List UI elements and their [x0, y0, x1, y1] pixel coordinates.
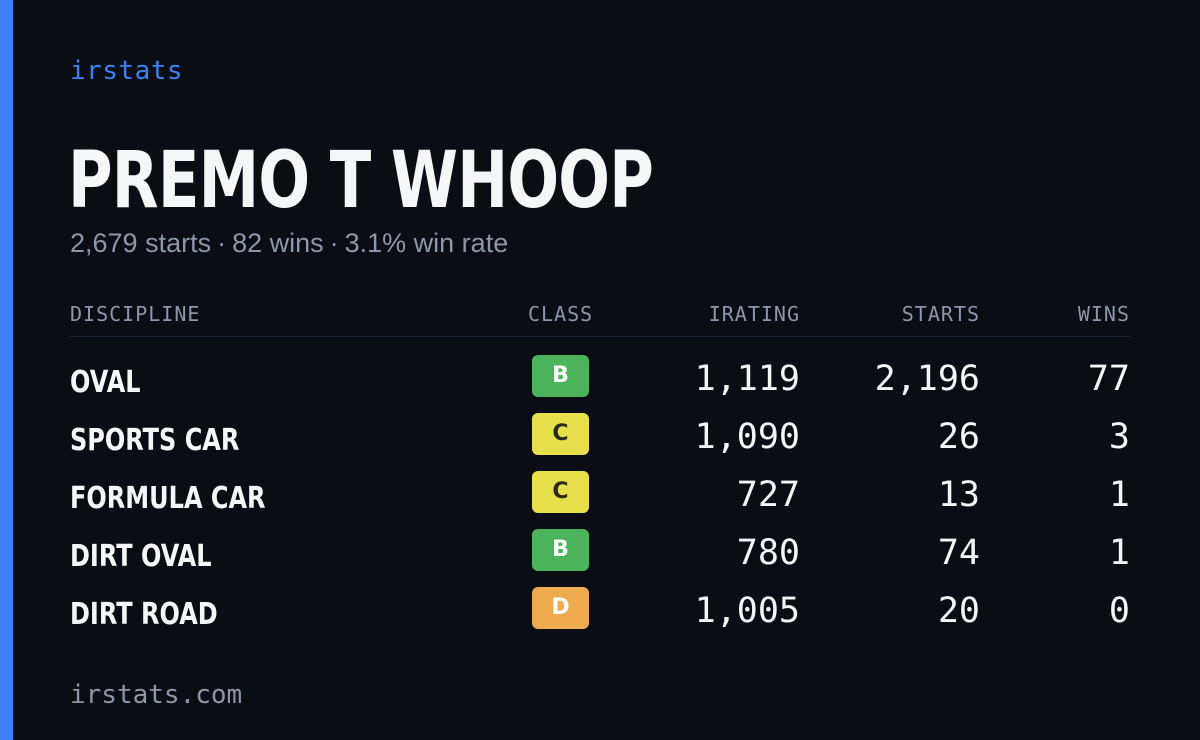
table-row: DIRT ROAD D 1,005 20 0: [70, 587, 1130, 645]
starts-value: 26: [937, 417, 980, 457]
accent-bar: [0, 0, 13, 740]
discipline-name: FORMULA CAR: [70, 481, 266, 516]
header-irating: IRATING: [708, 302, 800, 326]
starts-value: 2,196: [874, 359, 980, 399]
summary-separator: ·: [217, 228, 227, 258]
summary-separator: ·: [329, 228, 339, 258]
table-body: OVAL B 1,119 2,196 77 SPORTS CAR C 1,090…: [70, 337, 1130, 645]
class-badge: B: [532, 529, 589, 571]
summary-wins: 82 wins: [232, 228, 324, 258]
table-row: SPORTS CAR C 1,090 26 3: [70, 413, 1130, 471]
irating-value: 727: [736, 475, 800, 515]
summary-starts: 2,679 starts: [70, 228, 212, 258]
starts-value: 20: [937, 591, 980, 631]
header-discipline: DISCIPLINE: [70, 302, 201, 326]
discipline-name: DIRT OVAL: [70, 539, 212, 574]
header-class: CLASS: [528, 302, 594, 326]
starts-value: 13: [937, 475, 980, 515]
brand-logo-text: irstats: [70, 56, 184, 86]
class-badge: B: [532, 355, 589, 397]
table-header: DISCIPLINE CLASS IRATING STARTS WINS: [70, 296, 1130, 337]
driver-name: PREMO T WHOOP: [68, 136, 654, 226]
irating-value: 780: [736, 533, 800, 573]
discipline-name: SPORTS CAR: [70, 423, 240, 458]
irating-value: 1,005: [694, 591, 800, 631]
table-row: FORMULA CAR C 727 13 1: [70, 471, 1130, 529]
discipline-name: DIRT ROAD: [70, 597, 218, 632]
career-summary: 2,679 starts · 82 wins · 3.1% win rate: [70, 228, 508, 259]
class-badge: D: [532, 587, 589, 629]
discipline-table: DISCIPLINE CLASS IRATING STARTS WINS OVA…: [70, 296, 1130, 645]
footer-url[interactable]: irstats.com: [70, 680, 243, 710]
wins-value: 1: [1108, 475, 1130, 515]
wins-value: 77: [1087, 359, 1130, 399]
header-starts: STARTS: [901, 302, 980, 326]
header-wins: WINS: [1077, 302, 1130, 326]
class-badge: C: [532, 413, 589, 455]
summary-win-rate: 3.1% win rate: [344, 228, 509, 258]
wins-value: 1: [1108, 533, 1130, 573]
wins-value: 3: [1108, 417, 1130, 457]
irating-value: 1,119: [694, 359, 800, 399]
table-row: DIRT OVAL B 780 74 1: [70, 529, 1130, 587]
discipline-name: OVAL: [70, 365, 141, 400]
class-badge: C: [532, 471, 589, 513]
table-row: OVAL B 1,119 2,196 77: [70, 355, 1130, 413]
irating-value: 1,090: [694, 417, 800, 457]
wins-value: 0: [1108, 591, 1130, 631]
starts-value: 74: [937, 533, 980, 573]
